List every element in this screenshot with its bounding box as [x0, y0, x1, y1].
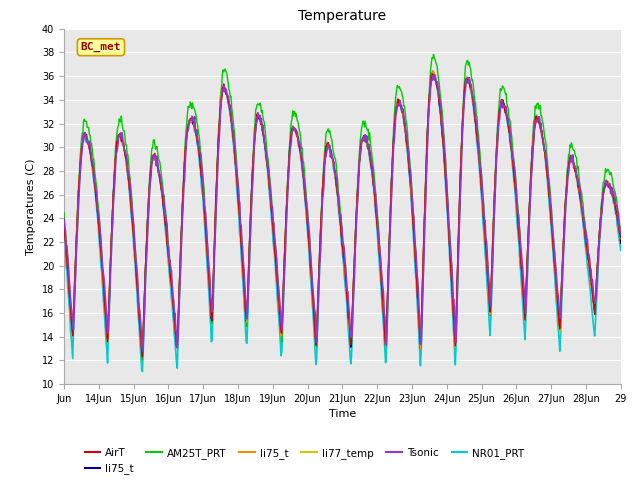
- Legend: AirT, li75_t, AM25T_PRT, li75_t, li77_temp, Tsonic, NR01_PRT: AirT, li75_t, AM25T_PRT, li75_t, li77_te…: [81, 444, 529, 478]
- Y-axis label: Temperatures (C): Temperatures (C): [26, 158, 36, 255]
- Text: BC_met: BC_met: [81, 42, 121, 52]
- Title: Temperature: Temperature: [298, 10, 387, 24]
- X-axis label: Time: Time: [329, 409, 356, 419]
